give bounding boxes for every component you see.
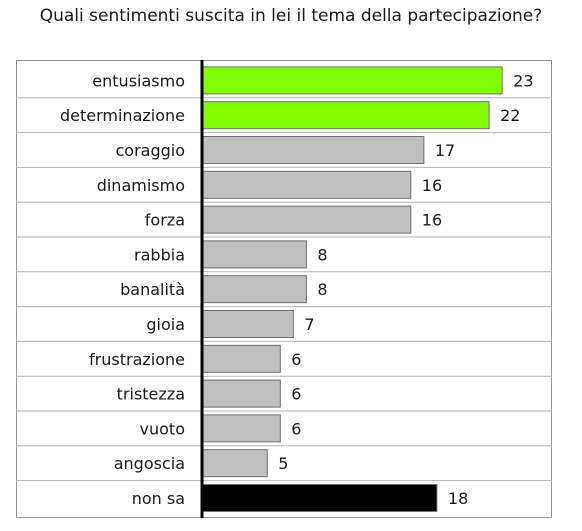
value-label-4: 16 [422, 211, 442, 230]
bar-5 [201, 240, 307, 269]
value-label-3: 16 [422, 176, 442, 195]
bar-7 [201, 310, 294, 338]
value-label-2: 17 [435, 141, 455, 160]
category-label-2: coraggio [115, 141, 185, 160]
bar-2 [201, 136, 425, 164]
category-label-3: dinamismo [97, 176, 185, 195]
bar-10 [201, 414, 281, 443]
category-label-6: banalità [120, 280, 185, 299]
value-label-12: 18 [448, 489, 468, 508]
chart-title: Quali sentimenti suscita in lei il tema … [39, 6, 543, 26]
category-label-0: entusiasmo [92, 71, 185, 90]
bar-9 [201, 379, 281, 408]
value-label-10: 6 [291, 419, 301, 438]
bar-6 [201, 275, 307, 304]
value-label-8: 6 [291, 350, 301, 369]
category-label-7: gioia [146, 315, 185, 334]
bar-1 [201, 101, 490, 130]
category-label-10: vuoto [140, 419, 185, 438]
bar-12 [201, 484, 438, 512]
category-label-12: non sa [132, 489, 185, 508]
category-label-1: determinazione [60, 106, 185, 125]
category-label-11: angoscia [114, 454, 185, 473]
value-label-11: 5 [278, 454, 288, 473]
bar-3 [201, 170, 412, 199]
bar-0 [201, 66, 503, 95]
bar-chart: entusiasmo 23 determinazione 22 coraggio 17 di… [16, 60, 552, 518]
value-label-0: 23 [513, 71, 533, 90]
value-label-1: 22 [500, 106, 520, 125]
category-label-5: rabbia [134, 245, 185, 264]
category-label-8: frustrazione [89, 350, 185, 369]
value-label-9: 6 [291, 385, 301, 404]
bar-11 [201, 449, 268, 478]
bar-4 [201, 205, 412, 234]
chart-frame [16, 60, 552, 518]
category-label-9: tristezza [117, 385, 185, 404]
category-label-4: forza [145, 211, 185, 230]
bar-8 [201, 344, 281, 373]
value-label-7: 7 [304, 315, 314, 334]
value-label-6: 8 [317, 280, 327, 299]
value-label-5: 8 [317, 245, 327, 264]
